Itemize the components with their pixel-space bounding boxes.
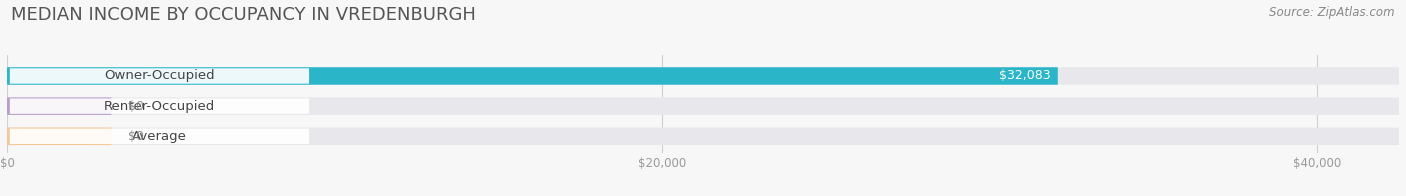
Text: Source: ZipAtlas.com: Source: ZipAtlas.com <box>1270 6 1395 19</box>
FancyBboxPatch shape <box>7 128 1399 145</box>
FancyBboxPatch shape <box>10 129 309 144</box>
Text: Owner-Occupied: Owner-Occupied <box>104 70 215 83</box>
Text: $0: $0 <box>128 100 145 113</box>
Text: Renter-Occupied: Renter-Occupied <box>104 100 215 113</box>
FancyBboxPatch shape <box>7 97 111 115</box>
FancyBboxPatch shape <box>7 67 1399 85</box>
FancyBboxPatch shape <box>7 67 1057 85</box>
Text: $32,083: $32,083 <box>1000 70 1050 83</box>
Text: $0: $0 <box>128 130 145 143</box>
FancyBboxPatch shape <box>7 128 111 145</box>
Text: MEDIAN INCOME BY OCCUPANCY IN VREDENBURGH: MEDIAN INCOME BY OCCUPANCY IN VREDENBURG… <box>11 6 477 24</box>
FancyBboxPatch shape <box>10 68 309 84</box>
FancyBboxPatch shape <box>7 97 1399 115</box>
FancyBboxPatch shape <box>10 98 309 114</box>
Text: Average: Average <box>132 130 187 143</box>
